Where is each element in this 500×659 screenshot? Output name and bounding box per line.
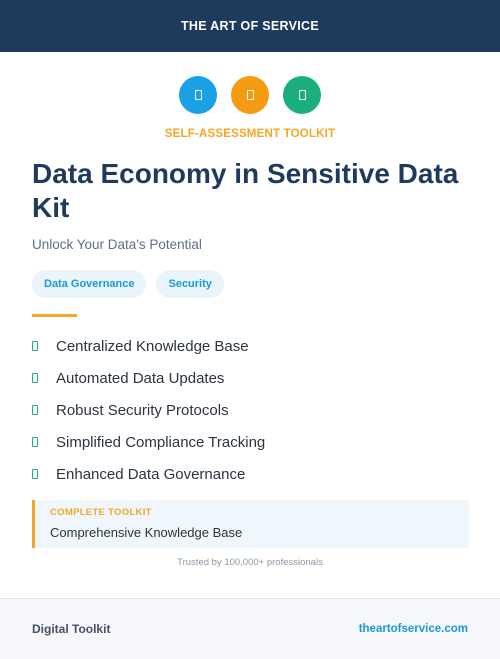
list-item: Enhanced Data Governance — [32, 458, 472, 490]
list-item: Centralized Knowledge Base — [32, 330, 472, 362]
accent-divider — [32, 314, 77, 317]
list-item: Robust Security Protocols — [32, 394, 472, 426]
toolkit-callout: COMPLETE TOOLKIT Comprehensive Knowledge… — [32, 500, 469, 548]
footer: Digital Toolkit theartofservice.com — [0, 598, 500, 659]
top-banner: THE ART OF SERVICE — [0, 0, 500, 52]
trust-note: Trusted by 100,000+ professionals — [177, 557, 323, 568]
feature-label: Enhanced Data Governance — [56, 465, 246, 483]
list-item: Simplified Compliance Tracking — [32, 426, 472, 458]
callout-title: COMPLETE TOOLKIT — [50, 507, 152, 518]
subtitle: Unlock Your Data's Potential — [32, 237, 202, 252]
brand-title: THE ART OF SERVICE — [180, 19, 320, 33]
feature-list: Centralized Knowledge Base Automated Dat… — [32, 330, 472, 490]
icon-row — [0, 76, 500, 114]
document-icon — [283, 76, 321, 114]
page-title: Data Economy in Sensitive Data Kit — [32, 158, 459, 223]
checkbox-icon — [32, 405, 38, 415]
document-icon — [179, 76, 217, 114]
footer-site-link[interactable]: theartofservice.com — [358, 623, 468, 635]
tag-security[interactable]: Security — [156, 270, 224, 298]
footer-brand: Digital Toolkit — [32, 622, 111, 636]
tag-data-governance[interactable]: Data Governance — [32, 270, 147, 298]
feature-label: Automated Data Updates — [56, 369, 225, 387]
callout-text: Comprehensive Knowledge Base — [50, 525, 243, 540]
document-icon — [231, 76, 269, 114]
checkbox-icon — [32, 437, 38, 447]
feature-label: Robust Security Protocols — [56, 401, 229, 419]
feature-label: Simplified Compliance Tracking — [56, 433, 266, 451]
checkbox-icon — [32, 469, 38, 479]
checkbox-icon — [32, 373, 38, 383]
checkbox-icon — [32, 341, 38, 351]
tag-list: Data Governance Security — [32, 270, 224, 298]
kicker-label: SELF-ASSESSMENT TOOLKIT — [164, 128, 336, 140]
feature-label: Centralized Knowledge Base — [56, 337, 249, 355]
list-item: Automated Data Updates — [32, 362, 472, 394]
